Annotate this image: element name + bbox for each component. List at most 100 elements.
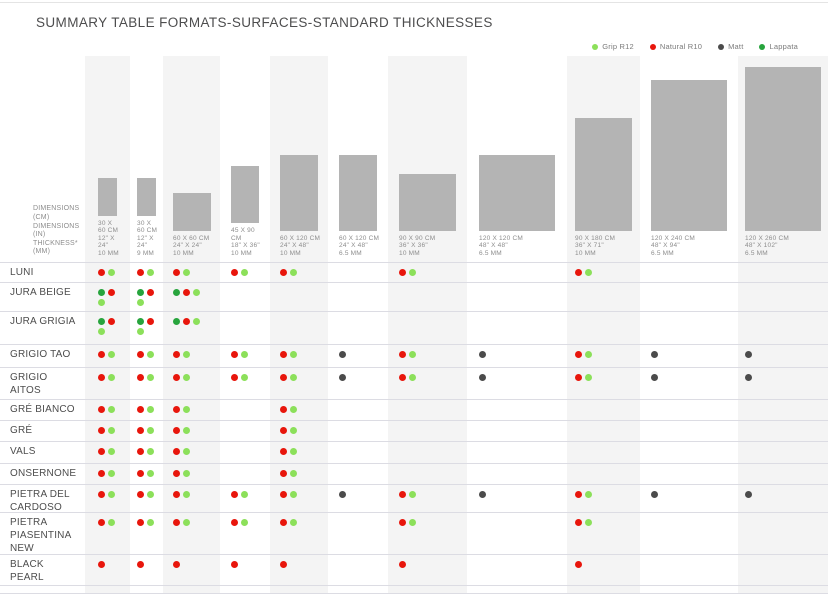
format-dimensions-label-c8: 120 X 120 CM 48" X 48" 6.5 MM [467, 235, 523, 258]
lappata-surface-dot-icon [137, 317, 144, 325]
dimensions-label-line: 48" X 102" [745, 242, 778, 249]
availability-cell [270, 484, 328, 512]
availability-cell [130, 282, 163, 311]
legend-label: Lappata [769, 42, 798, 51]
natural-surface-dot-icon [98, 447, 105, 455]
grip-surface-dot-icon [241, 268, 248, 276]
surface-dot-line [280, 559, 328, 569]
availability-cell [640, 262, 738, 282]
availability-cell [270, 399, 328, 420]
natural-surface-dot-icon [98, 426, 105, 434]
surface-dot-line [173, 349, 220, 359]
natural-surface-dot-icon [231, 268, 238, 276]
availability-cell [388, 484, 467, 512]
surface-dot-line [651, 489, 738, 499]
grip-surface-dot-icon [183, 268, 190, 276]
surface-dot-line [280, 404, 328, 414]
availability-cell [220, 441, 270, 463]
grip-surface-dot-icon [290, 373, 297, 381]
product-name-line: PEARL [10, 572, 44, 583]
availability-cell [130, 399, 163, 420]
table-footer-cell [640, 585, 738, 594]
availability-cell [388, 512, 467, 554]
grip-surface-dot-icon [147, 426, 154, 434]
surface-dot-line [575, 349, 640, 359]
format-dimensions-label-c1: 30 X 60 CM 12" X 24" 10 MM [85, 220, 119, 258]
matt-surface-dot-icon [745, 373, 752, 381]
natural-surface-dot-icon [231, 350, 238, 358]
availability-cell [163, 441, 220, 463]
format-column-header-c2: 30 X 60 CM 12" X 24" 9 MM [130, 56, 163, 262]
availability-cell [270, 344, 328, 367]
availability-cell [163, 420, 220, 441]
availability-cell [738, 441, 828, 463]
axis-header-line: (MM) [33, 248, 51, 256]
availability-cell [640, 344, 738, 367]
availability-cell [220, 344, 270, 367]
natural-surface-dot-icon [399, 490, 406, 498]
availability-cell [467, 463, 567, 484]
availability-cell [640, 441, 738, 463]
matt-surface-dot-icon [745, 490, 752, 498]
natural-surface-dot-icon [98, 469, 105, 477]
surface-dot-line [137, 517, 163, 527]
surface-dot-line [280, 267, 328, 277]
natural-surface-dot-icon [137, 490, 144, 498]
surface-dot-line [651, 349, 738, 359]
availability-cell [567, 311, 640, 344]
dimensions-label-line: 10 MM [280, 249, 301, 257]
availability-cell [163, 554, 220, 585]
dimensions-label-line: 120 X 260 CM [745, 234, 789, 242]
availability-cell [163, 512, 220, 554]
format-column-header-c10: 120 X 240 CM 48" X 94" 6.5 MM [640, 56, 738, 262]
natural-surface-dot-icon [173, 426, 180, 434]
format-dimensions-label-c10: 120 X 240 CM 48" X 94" 6.5 MM [640, 235, 695, 258]
availability-cell [220, 420, 270, 441]
surface-dot-line [137, 468, 163, 478]
surface-dot-line [575, 267, 640, 277]
matt-surface-dot-icon [651, 350, 658, 358]
product-name-line: GRÉ [10, 425, 33, 436]
natural-surface-dot-icon [98, 518, 105, 526]
availability-cell [85, 554, 130, 585]
availability-cell [467, 367, 567, 399]
grip-surface-dot-icon [183, 469, 190, 477]
natural-surface-dot-icon [231, 518, 238, 526]
availability-cell [467, 554, 567, 585]
availability-cell [85, 399, 130, 420]
surface-dot-line [98, 559, 130, 569]
legend-label: Natural R10 [659, 42, 703, 51]
availability-cell [640, 311, 738, 344]
matt-surface-dot-icon [339, 373, 346, 381]
dimensions-label-line: CM [231, 234, 242, 242]
dimensions-label-line: 60 X 120 CM [339, 234, 380, 242]
availability-cell [640, 554, 738, 585]
availability-cell [640, 463, 738, 484]
natural-surface-dot-icon [280, 447, 287, 455]
availability-cell [328, 311, 388, 344]
format-dimensions-label-c7: 90 X 90 CM 36" X 36" 10 MM [388, 235, 435, 258]
availability-cell [388, 344, 467, 367]
natural-surface-dot-icon [280, 373, 287, 381]
surface-dot-line [98, 349, 130, 359]
tile-format-bar-c2 [137, 177, 156, 216]
matt-surface-dot-icon [479, 490, 486, 498]
surface-dot-line [339, 372, 388, 382]
availability-cell [388, 282, 467, 311]
availability-cell [163, 262, 220, 282]
format-column-header-c4: 45 X 90 CM 18" X 36" 10 MM [220, 56, 270, 262]
grip-surface-dot-icon [98, 327, 105, 335]
availability-cell [467, 441, 567, 463]
dimensions-label-line: 18" X 36" [231, 242, 260, 249]
product-row-label: GRIGIO AITOS [0, 367, 85, 399]
natural-surface-dot-icon [137, 469, 144, 477]
format-dimensions-label-c4: 45 X 90 CM 18" X 36" 10 MM [220, 227, 260, 257]
table-footer-cell [467, 585, 567, 594]
natural-surface-dot-icon [173, 518, 180, 526]
natural-surface-dot-icon [183, 317, 190, 325]
surface-dot-line [173, 489, 220, 499]
surface-dot-line [173, 468, 220, 478]
availability-cell [738, 282, 828, 311]
axis-header-line: (CM) [33, 214, 50, 222]
availability-cell [388, 399, 467, 420]
